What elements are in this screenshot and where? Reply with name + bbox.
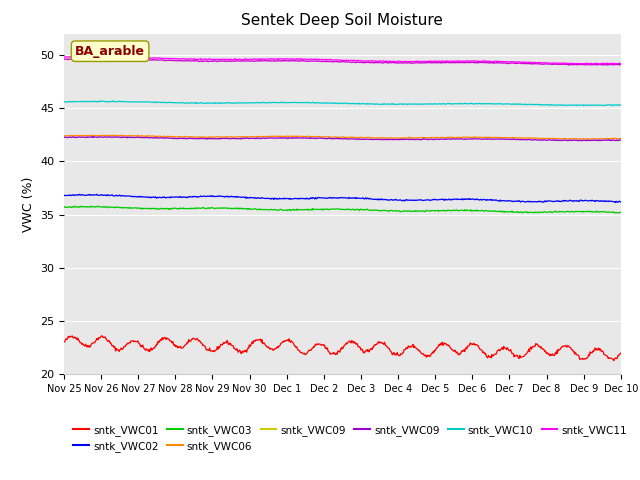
Text: BA_arable: BA_arable xyxy=(75,45,145,58)
Title: Sentek Deep Soil Moisture: Sentek Deep Soil Moisture xyxy=(241,13,444,28)
Y-axis label: VWC (%): VWC (%) xyxy=(22,176,35,232)
Legend: sntk_VWC01, sntk_VWC02, sntk_VWC03, sntk_VWC06, sntk_VWC09, sntk_VWC09, sntk_VWC: sntk_VWC01, sntk_VWC02, sntk_VWC03, sntk… xyxy=(69,420,631,456)
